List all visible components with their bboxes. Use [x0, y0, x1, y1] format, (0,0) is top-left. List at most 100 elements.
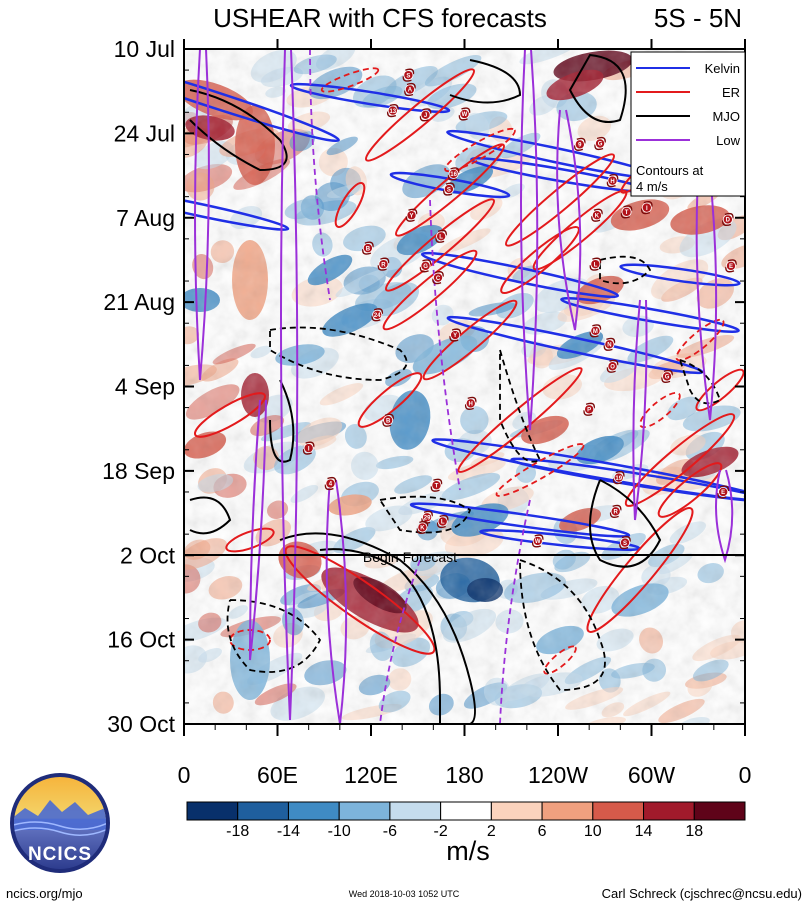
y-tick-label: 4 Sep: [115, 374, 175, 400]
storm-swirl-icon: [371, 315, 381, 322]
storm-swirl-icon: [609, 512, 619, 518]
storm-label: E: [729, 264, 733, 270]
storm-marker: E: [717, 485, 729, 499]
storm-swirl-icon: [422, 108, 432, 114]
storm-swirl-icon: [531, 541, 541, 548]
er-contour-neg: [495, 443, 585, 497]
storm-dot: [325, 478, 336, 489]
storm-swirl-icon: [784, 495, 792, 500]
er-contour: [194, 392, 266, 438]
storm-dot: [459, 108, 470, 119]
storm-swirl-icon: [374, 308, 384, 314]
storm-marker: R: [377, 257, 390, 271]
storm-label: I: [646, 206, 648, 212]
storm-label: I: [308, 446, 310, 452]
storm-marker: B: [362, 241, 374, 255]
storm-dot: [431, 480, 442, 491]
storm-marker: 29: [421, 510, 433, 524]
storm-swirl-icon: [302, 448, 312, 455]
storm-swirl-icon: [305, 441, 315, 448]
storm-swirl-icon: [443, 189, 453, 196]
storm-label: W: [535, 539, 541, 545]
storm-dot: [417, 522, 428, 533]
x-tick-label: 60E: [257, 762, 298, 788]
storm-marker: L: [589, 257, 602, 271]
chart-title: USHEAR with CFS forecasts: [213, 3, 547, 33]
storm-marker: W: [458, 107, 471, 121]
storm-swirl-icon: [404, 90, 414, 97]
mjo-contour-neg: [269, 326, 408, 381]
low-contour: [520, 49, 539, 431]
storm-marker: 19: [612, 471, 625, 485]
colorbar-tick-label: 14: [635, 823, 653, 840]
y-tick-label: 24 Jul: [114, 120, 175, 146]
storm-label: B: [366, 246, 371, 252]
storm-swirl-icon: [430, 486, 440, 492]
storm-dot: [437, 516, 448, 527]
er-contour: [422, 299, 518, 381]
mjo-contour: [189, 89, 288, 172]
storm-swirl-icon: [749, 438, 757, 443]
mjo-contour-neg: [378, 495, 472, 534]
storm-marker: I: [302, 441, 315, 455]
storm-marker: S: [619, 536, 631, 550]
storm-swirl-icon: [643, 201, 653, 207]
storm-marker: H: [606, 174, 619, 188]
storm-swirl-icon: [576, 137, 586, 144]
y-tick-label: 16 Oct: [107, 627, 175, 653]
storm-swirl-icon: [458, 114, 468, 121]
storm-dot: [607, 361, 618, 372]
storm-dot: [620, 537, 631, 548]
storm-swirl-icon: [663, 369, 673, 376]
y-tick-label: 21 Aug: [103, 289, 175, 315]
y-tick-label: 10 Jul: [114, 36, 175, 62]
storm-swirl-icon: [434, 271, 444, 277]
storm-swirl-icon: [621, 536, 631, 542]
storm-swirl-icon: [747, 489, 755, 494]
storm-dot: [662, 371, 673, 382]
storm-label: S: [623, 541, 627, 547]
storm-dot: [750, 433, 759, 442]
legend: Kelvin ER MJO Low Contours at 4 m/s: [630, 51, 746, 197]
low-contour: [715, 469, 734, 564]
storm-label: J: [424, 113, 427, 119]
storm-label: F: [776, 354, 780, 360]
er-contour: [364, 68, 476, 162]
storm-swirl-icon: [585, 402, 595, 409]
storm-label: 19: [615, 476, 622, 482]
storm-swirl-icon: [437, 229, 447, 236]
storm-label: C: [436, 276, 441, 282]
x-tick-label: 60W: [628, 762, 676, 788]
y-tick-label: 30 Oct: [107, 711, 175, 737]
storm-swirl-icon: [593, 208, 603, 215]
storm-marker: M: [589, 324, 602, 338]
colorbar-cell: [389, 801, 442, 821]
kelvin-contour: [560, 297, 740, 333]
storm-dot: [422, 512, 433, 523]
storm-swirl-icon: [603, 345, 613, 351]
colorbar-tick-label: 18: [685, 823, 703, 840]
storm-label: K: [786, 492, 791, 498]
storm-swirl-icon: [641, 208, 651, 215]
storm-dot: [532, 535, 543, 546]
storm-swirl-icon: [433, 478, 443, 485]
storm-swirl-icon: [589, 331, 599, 338]
storm-label: 29: [424, 515, 431, 521]
wave-contours: [184, 49, 745, 724]
storm-dot: [776, 400, 785, 409]
storm-swirl-icon: [384, 413, 394, 420]
storm-swirl-icon: [778, 399, 786, 404]
storm-label: P: [587, 407, 591, 413]
storm-dot: [378, 259, 389, 270]
storm-swirl-icon: [422, 259, 432, 265]
colorbar-tick-label: -10: [328, 823, 351, 840]
storm-label: H: [610, 179, 614, 185]
storm-label: R: [613, 510, 618, 516]
storm-label: I: [760, 405, 762, 411]
kelvin-contour: [184, 57, 340, 143]
er-contour: [382, 249, 478, 331]
storm-swirl-icon: [449, 335, 459, 342]
y-axis: 10 Jul 24 Jul 7 Aug 21 Aug 4 Sep 18 Sep 2 Oct 1…: [102, 36, 745, 737]
storm-swirl-icon: [717, 492, 727, 499]
